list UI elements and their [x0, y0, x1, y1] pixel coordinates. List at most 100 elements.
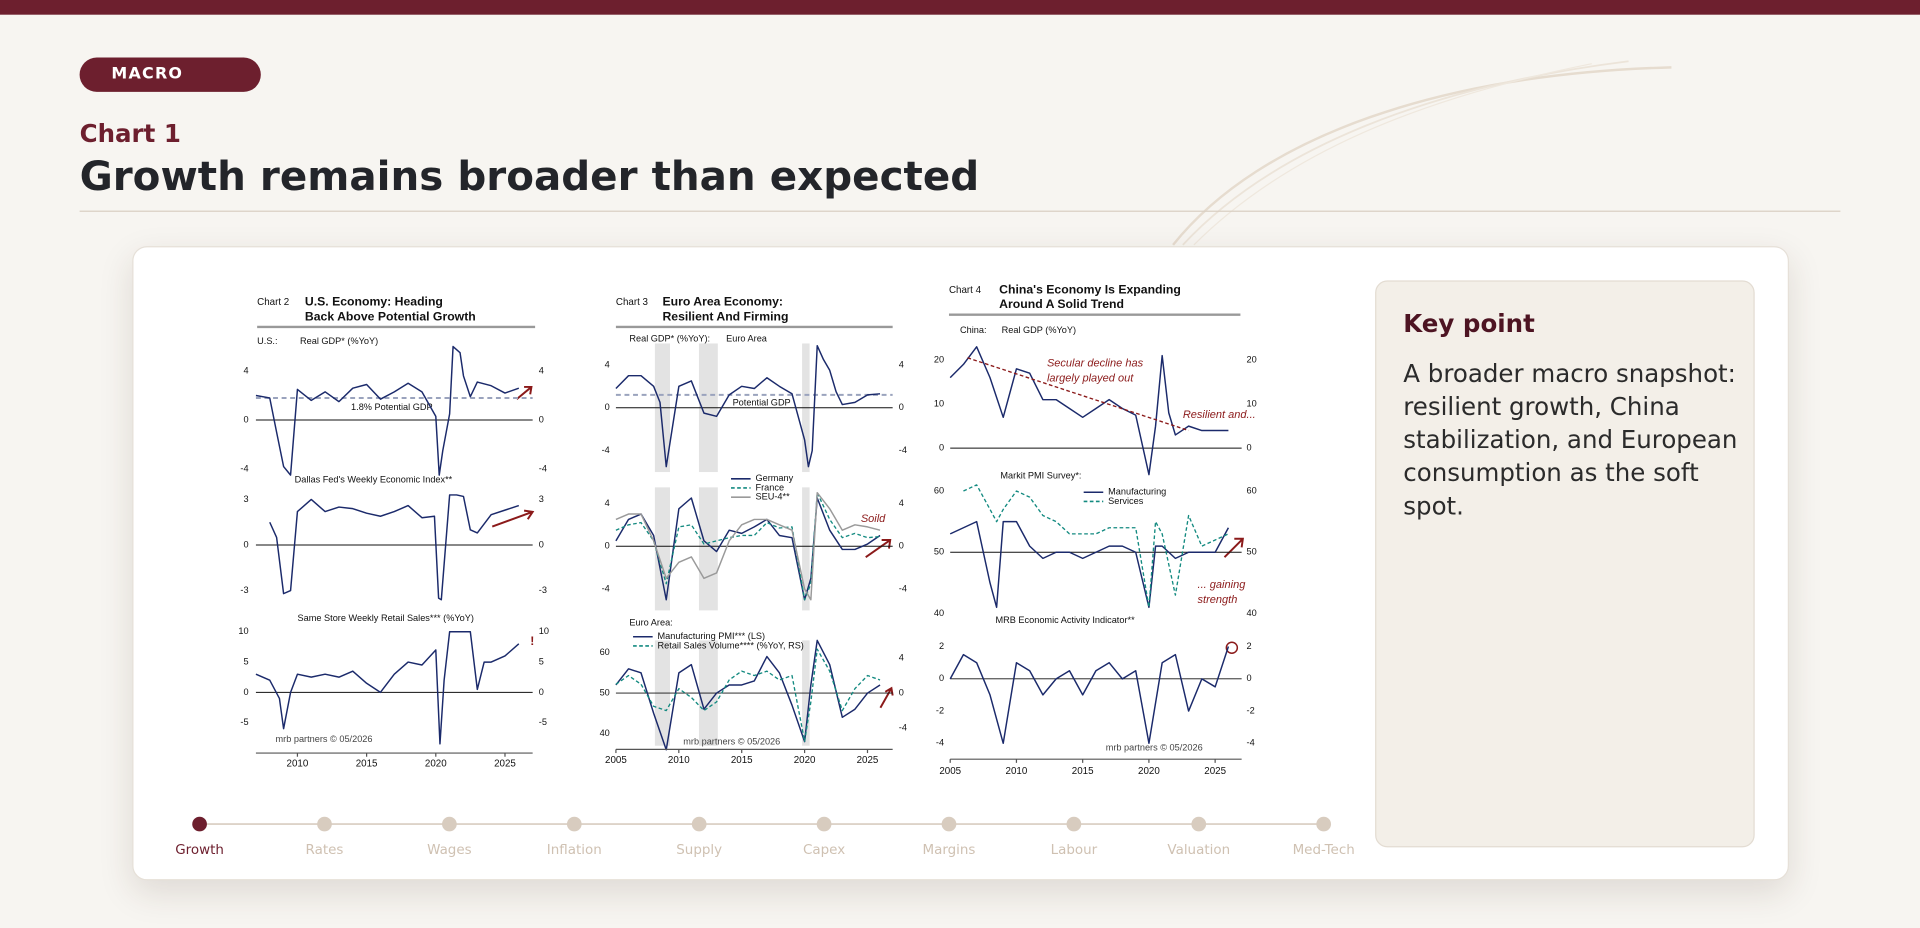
y-tick-label: -4	[936, 738, 944, 748]
series-line	[615, 497, 881, 601]
nav-dot[interactable]	[566, 816, 582, 832]
y-tick-label: 10	[238, 626, 248, 636]
nav-label[interactable]: Wages	[427, 843, 472, 858]
y-tick-label: 0	[899, 402, 904, 412]
panel-title: MRB Economic Activity Indicator**	[996, 615, 1136, 625]
series-line	[967, 357, 1189, 432]
y-tick-label: 60	[1247, 485, 1257, 495]
nav-dot[interactable]	[691, 816, 707, 832]
nav-dot[interactable]	[192, 816, 207, 832]
y-tick-label: 0	[605, 541, 610, 551]
annotation: Resilient and...	[1183, 409, 1256, 421]
key-point-body: A broader macro snapshot: resilient grow…	[1403, 358, 1738, 521]
legend-label: Germany	[756, 473, 794, 483]
y-tick-label: -5	[240, 717, 248, 727]
y-tick-label: 0	[939, 673, 944, 683]
y-tick-label: 5	[243, 656, 248, 666]
y-tick-label: 20	[1247, 354, 1257, 364]
slide-title: Growth remains broader than expected	[79, 151, 980, 200]
y-tick-label: 0	[243, 687, 248, 697]
panel-title: Same Store Weekly Retail Sales*** (%YoY)	[298, 613, 474, 623]
panel-title: Euro Area	[726, 334, 768, 344]
chart-title: Around A Solid Trend	[999, 297, 1124, 311]
panel-title: Real GDP* (%YoY)	[300, 336, 378, 346]
series-line	[255, 630, 520, 745]
y-tick-label: 60	[934, 485, 944, 495]
y-tick-label: 50	[934, 547, 944, 557]
y-tick-label: 3	[243, 494, 248, 504]
y-tick-label: -3	[539, 585, 547, 595]
y-tick-label: -4	[602, 445, 610, 455]
y-tick-label: 2	[1247, 641, 1252, 651]
nav-dot[interactable]	[1191, 816, 1207, 832]
y-tick-label: -2	[1247, 705, 1255, 715]
series-line	[255, 345, 520, 476]
nav-label[interactable]: Labour	[1051, 843, 1098, 858]
x-tick-label: 2010	[287, 759, 309, 770]
panel-title: China:	[960, 325, 987, 335]
nav-label[interactable]: Supply	[676, 843, 722, 858]
y2-tick-label: 0	[899, 687, 904, 697]
nav-label[interactable]: Margins	[922, 843, 975, 858]
series-line	[963, 484, 1229, 609]
y-tick-label: -4	[899, 445, 907, 455]
x-tick-label: 2020	[425, 759, 447, 770]
y-tick-label: 4	[899, 498, 904, 508]
y-tick-label: -4	[539, 463, 547, 473]
chart-title: Resilient And Firming	[662, 309, 788, 323]
nav-dot[interactable]	[1316, 816, 1332, 832]
chart-label: Chart 2	[257, 297, 289, 308]
reference-label: Potential GDP	[733, 397, 791, 407]
nav-dot[interactable]	[941, 816, 957, 832]
legend-label: Manufacturing PMI*** (LS)	[658, 631, 766, 641]
panel-title: U.S.:	[257, 336, 277, 346]
x-tick-label: 2020	[794, 755, 816, 766]
chart-title: China's Economy Is Expanding	[999, 282, 1181, 296]
nav-dot[interactable]	[317, 816, 332, 832]
series-line	[615, 344, 881, 468]
y-tick-label: 4	[899, 359, 904, 369]
nav-dot[interactable]	[816, 816, 832, 832]
nav-label[interactable]: Rates	[306, 843, 344, 858]
y-tick-label: -4	[240, 463, 248, 473]
annotation: Soild	[861, 513, 886, 525]
key-point: Key point A broader macro snapshot: resi…	[1375, 280, 1755, 848]
x-tick-label: 2005	[939, 766, 961, 777]
nav-dot[interactable]	[442, 816, 457, 832]
panel-title: Real GDP* (%YoY):	[629, 334, 710, 344]
y-tick-label: 0	[243, 539, 248, 549]
y-tick-label: 10	[539, 626, 549, 636]
y-tick-label: -2	[936, 705, 944, 715]
series-line	[615, 648, 881, 742]
y-tick-label: 10	[934, 399, 944, 409]
x-tick-label: 2010	[1006, 766, 1028, 777]
legend-label: Retail Sales Volume**** (%YoY, RS)	[658, 640, 804, 650]
y-tick-label: 0	[1247, 673, 1252, 683]
y-tick-label: 40	[934, 608, 944, 618]
panel-title: Dallas Fed's Weekly Economic Index**	[295, 474, 453, 484]
panel-title: Real GDP (%YoY)	[1002, 325, 1076, 335]
watermark: mrb partners © 05/2026	[1106, 743, 1203, 753]
annotation: largely played out	[1047, 372, 1134, 384]
series-line	[949, 346, 1229, 476]
nav-label[interactable]: Med-Tech	[1293, 843, 1355, 858]
annotation: Secular decline has	[1047, 358, 1144, 370]
reference-label: 1.8% Potential GDP	[351, 402, 433, 412]
recession-band	[654, 487, 671, 611]
annotation: strength	[1198, 594, 1238, 606]
legend-label: France	[756, 482, 785, 492]
y2-tick-label: -4	[899, 723, 907, 733]
series-line	[949, 646, 1230, 745]
nav-label[interactable]: Valuation	[1167, 843, 1230, 858]
nav-label[interactable]: Inflation	[547, 843, 602, 858]
nav-label[interactable]: Growth	[175, 843, 224, 858]
y-tick-label: 40	[1247, 608, 1257, 618]
nav-label[interactable]: Capex	[803, 843, 845, 858]
y-tick-label: 4	[539, 365, 544, 375]
nav-dot[interactable]	[1066, 816, 1082, 832]
legend-label: Services	[1108, 496, 1144, 506]
y-tick-label: -4	[899, 583, 907, 593]
y-tick-label: 4	[605, 498, 610, 508]
